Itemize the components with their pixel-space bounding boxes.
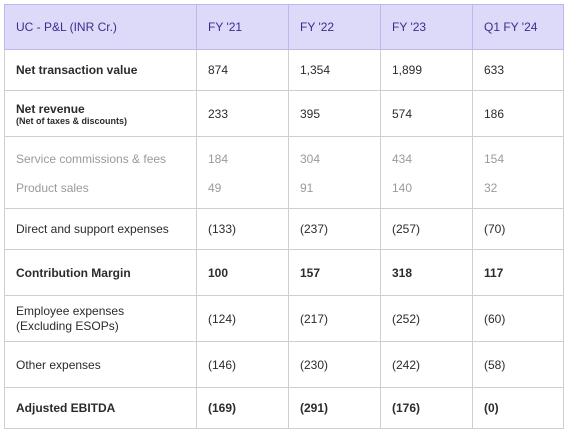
table-row: Other expenses (146) (230) (242) (58) bbox=[4, 341, 564, 388]
col-header-fy22: FY '22 bbox=[288, 4, 381, 50]
table-title: UC - P&L (INR Cr.) bbox=[4, 4, 197, 50]
cell-value: 140 bbox=[380, 174, 473, 209]
table-row: Service commissions & fees 184 304 434 1… bbox=[4, 136, 564, 174]
cell-value: (58) bbox=[472, 341, 564, 388]
col-header-fy23: FY '23 bbox=[380, 4, 473, 50]
row-label-cell: Employee expenses (Excluding ESOPs) bbox=[4, 295, 197, 342]
cell-value: (230) bbox=[288, 341, 381, 388]
cell-value: 304 bbox=[288, 136, 381, 174]
cell-value: (133) bbox=[196, 208, 289, 250]
cell-value: 395 bbox=[288, 90, 381, 137]
cell-value: (291) bbox=[288, 387, 381, 429]
row-note: (Net of taxes & discounts) bbox=[16, 115, 128, 126]
cell-value: (242) bbox=[380, 341, 473, 388]
row-label: Product sales bbox=[4, 174, 197, 209]
table-row: Product sales 49 91 140 32 bbox=[4, 174, 564, 209]
row-label: Employee expenses bbox=[16, 303, 125, 318]
row-label: Other expenses bbox=[4, 341, 197, 388]
cell-value: 117 bbox=[472, 249, 564, 296]
cell-value: 91 bbox=[288, 174, 381, 209]
cell-value: 1,354 bbox=[288, 49, 381, 91]
row-label: Contribution Margin bbox=[4, 249, 197, 296]
row-label: Direct and support expenses bbox=[4, 208, 197, 250]
table-row: Adjusted EBITDA (169) (291) (176) (0) bbox=[4, 387, 564, 429]
cell-value: (237) bbox=[288, 208, 381, 250]
cell-value: 874 bbox=[196, 49, 289, 91]
cell-value: 233 bbox=[196, 90, 289, 137]
cell-value: (70) bbox=[472, 208, 564, 250]
cell-value: (0) bbox=[472, 387, 564, 429]
cell-value: 434 bbox=[380, 136, 473, 174]
table-row: Employee expenses (Excluding ESOPs) (124… bbox=[4, 295, 564, 342]
cell-value: 318 bbox=[380, 249, 473, 296]
col-header-q1fy24: Q1 FY '24 bbox=[472, 4, 564, 50]
cell-value: (60) bbox=[472, 295, 564, 342]
header-row: UC - P&L (INR Cr.) FY '21 FY '22 FY '23 … bbox=[4, 4, 564, 50]
col-header-fy21: FY '21 bbox=[196, 4, 289, 50]
row-label: Adjusted EBITDA bbox=[4, 387, 197, 429]
cell-value: (257) bbox=[380, 208, 473, 250]
cell-value: (217) bbox=[288, 295, 381, 342]
table-row: Contribution Margin 100 157 318 117 bbox=[4, 249, 564, 296]
row-label-cell: Net revenue (Net of taxes & discounts) bbox=[4, 90, 197, 137]
row-label: Service commissions & fees bbox=[4, 136, 197, 174]
table-row: Net transaction value 874 1,354 1,899 63… bbox=[4, 49, 564, 91]
cell-value: (176) bbox=[380, 387, 473, 429]
cell-value: 633 bbox=[472, 49, 564, 91]
cell-value: 1,899 bbox=[380, 49, 473, 91]
cell-value: 154 bbox=[472, 136, 564, 174]
cell-value: 574 bbox=[380, 90, 473, 137]
cell-value: 100 bbox=[196, 249, 289, 296]
row-label-line2: (Excluding ESOPs) bbox=[16, 318, 119, 333]
table-row: Net revenue (Net of taxes & discounts) 2… bbox=[4, 90, 564, 137]
row-label: Net revenue bbox=[16, 101, 85, 116]
row-label: Net transaction value bbox=[4, 49, 197, 91]
cell-value: (124) bbox=[196, 295, 289, 342]
cell-value: 157 bbox=[288, 249, 381, 296]
cell-value: 186 bbox=[472, 90, 564, 137]
cell-value: (169) bbox=[196, 387, 289, 429]
table-row: Direct and support expenses (133) (237) … bbox=[4, 208, 564, 250]
pnl-table: UC - P&L (INR Cr.) FY '21 FY '22 FY '23 … bbox=[4, 4, 564, 429]
cell-value: 184 bbox=[196, 136, 289, 174]
cell-value: 32 bbox=[472, 174, 564, 209]
cell-value: (252) bbox=[380, 295, 473, 342]
cell-value: (146) bbox=[196, 341, 289, 388]
cell-value: 49 bbox=[196, 174, 289, 209]
